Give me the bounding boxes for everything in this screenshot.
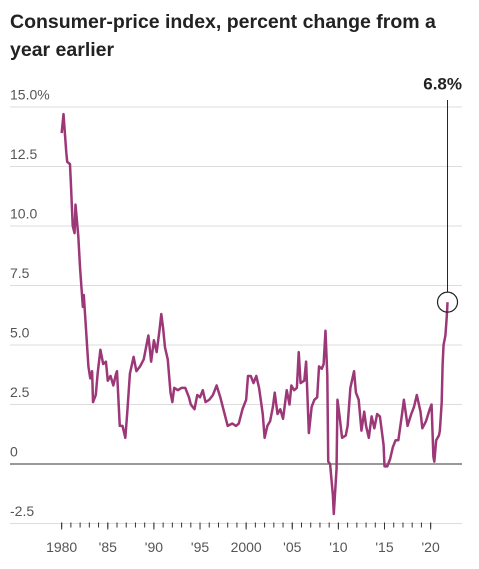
x-tick-label: '10 xyxy=(329,539,347,555)
y-tick-label: 12.5 xyxy=(10,146,37,162)
y-tick-label: 15.0% xyxy=(10,87,50,103)
y-tick-label: 10.0 xyxy=(10,206,37,222)
annotation-label: 6.8% xyxy=(423,74,462,93)
y-tick-label: 2.5 xyxy=(10,384,30,400)
annotation-marker xyxy=(436,291,459,313)
cpi-line xyxy=(60,112,449,516)
x-tick-label: '20 xyxy=(422,539,440,555)
x-tick-label: '95 xyxy=(191,539,209,555)
x-tick-label: '05 xyxy=(283,539,301,555)
x-tick-label: '85 xyxy=(99,539,117,555)
x-tick-label: '15 xyxy=(375,539,393,555)
x-tick-label: 2000 xyxy=(231,539,262,555)
chart-title: Consumer-price index, percent change fro… xyxy=(10,11,436,61)
x-tick-label: '90 xyxy=(145,539,163,555)
x-tick-label: 1980 xyxy=(46,539,77,555)
y-tick-label: 5.0 xyxy=(10,325,30,341)
y-tick-label: 0 xyxy=(10,444,18,460)
y-tick-label: -2.5 xyxy=(10,503,34,519)
y-tick-label: 7.5 xyxy=(10,265,30,281)
